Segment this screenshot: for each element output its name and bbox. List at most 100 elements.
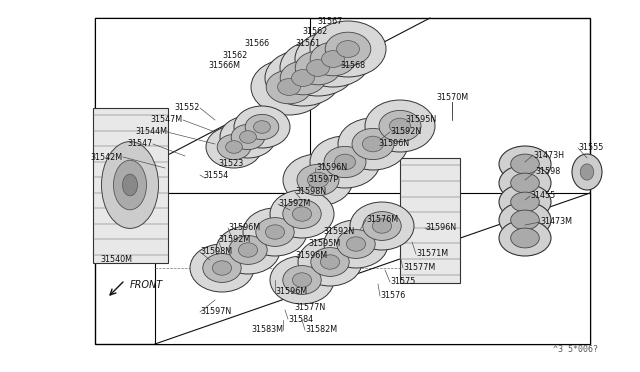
- Polygon shape: [155, 193, 590, 344]
- Ellipse shape: [216, 226, 280, 274]
- Ellipse shape: [307, 172, 328, 188]
- Ellipse shape: [322, 51, 344, 67]
- Ellipse shape: [325, 32, 371, 66]
- Ellipse shape: [511, 210, 540, 230]
- Text: 31576: 31576: [380, 292, 405, 301]
- Ellipse shape: [324, 220, 388, 268]
- Text: 31523: 31523: [218, 158, 243, 167]
- Ellipse shape: [239, 243, 258, 257]
- Text: 31473M: 31473M: [540, 218, 572, 227]
- Ellipse shape: [122, 174, 138, 196]
- Ellipse shape: [283, 266, 321, 294]
- Ellipse shape: [292, 273, 312, 287]
- Ellipse shape: [511, 228, 540, 248]
- Text: 31596M: 31596M: [228, 224, 260, 232]
- Polygon shape: [95, 18, 590, 344]
- Text: 31575: 31575: [390, 278, 415, 286]
- Ellipse shape: [307, 60, 330, 76]
- Text: 31562: 31562: [223, 51, 248, 60]
- Text: 31566: 31566: [245, 38, 270, 48]
- Ellipse shape: [295, 51, 341, 85]
- Text: 31583M: 31583M: [251, 326, 283, 334]
- Ellipse shape: [270, 256, 334, 304]
- Ellipse shape: [499, 165, 551, 201]
- Ellipse shape: [266, 225, 285, 239]
- Ellipse shape: [292, 207, 312, 221]
- Text: 31596M: 31596M: [275, 288, 307, 296]
- Text: 31584: 31584: [288, 314, 313, 324]
- Ellipse shape: [362, 136, 383, 152]
- Text: 31547: 31547: [128, 140, 153, 148]
- Text: 31596N: 31596N: [316, 164, 347, 173]
- Ellipse shape: [572, 154, 602, 190]
- Text: 31598N: 31598N: [295, 187, 326, 196]
- Ellipse shape: [295, 31, 371, 87]
- Text: 31566M: 31566M: [208, 61, 240, 70]
- Ellipse shape: [113, 160, 147, 210]
- Ellipse shape: [226, 141, 243, 153]
- Ellipse shape: [243, 208, 307, 256]
- Text: 31562: 31562: [302, 28, 328, 36]
- Text: 31555: 31555: [578, 144, 604, 153]
- Text: 31576M: 31576M: [366, 215, 398, 224]
- Ellipse shape: [212, 261, 232, 275]
- Text: 31544M: 31544M: [135, 128, 167, 137]
- Ellipse shape: [511, 154, 540, 174]
- Ellipse shape: [270, 190, 334, 238]
- Text: ^3 5*006?: ^3 5*006?: [553, 345, 598, 354]
- Ellipse shape: [580, 164, 594, 180]
- Ellipse shape: [245, 115, 279, 140]
- Ellipse shape: [251, 59, 327, 115]
- Text: 31598M: 31598M: [200, 247, 232, 257]
- Polygon shape: [93, 108, 168, 263]
- Ellipse shape: [283, 154, 353, 206]
- Ellipse shape: [372, 219, 392, 233]
- Text: 31568: 31568: [340, 61, 365, 70]
- Ellipse shape: [220, 116, 276, 158]
- Ellipse shape: [310, 42, 356, 76]
- Ellipse shape: [280, 61, 326, 95]
- Ellipse shape: [346, 237, 365, 251]
- Ellipse shape: [203, 254, 241, 282]
- Text: FRONT: FRONT: [130, 280, 163, 290]
- Text: 31577M: 31577M: [403, 263, 435, 273]
- Text: 31595N: 31595N: [405, 115, 436, 125]
- Text: 31567: 31567: [317, 17, 342, 26]
- Ellipse shape: [310, 136, 380, 188]
- Ellipse shape: [499, 146, 551, 182]
- Text: 31592M: 31592M: [218, 235, 250, 244]
- Text: 31592N: 31592N: [390, 128, 421, 137]
- Polygon shape: [95, 18, 310, 193]
- Ellipse shape: [321, 255, 340, 269]
- Text: 31596M: 31596M: [295, 251, 327, 260]
- Text: 31561: 31561: [295, 38, 320, 48]
- Text: 31570M: 31570M: [436, 93, 468, 103]
- Ellipse shape: [266, 70, 312, 104]
- Ellipse shape: [298, 238, 362, 286]
- Ellipse shape: [292, 70, 314, 86]
- Ellipse shape: [253, 121, 270, 133]
- Text: 31547M: 31547M: [151, 115, 183, 125]
- Ellipse shape: [283, 200, 321, 228]
- Text: 31596N: 31596N: [378, 138, 409, 148]
- Ellipse shape: [499, 184, 551, 220]
- Ellipse shape: [311, 248, 349, 276]
- Ellipse shape: [217, 134, 251, 160]
- Ellipse shape: [352, 128, 394, 160]
- Ellipse shape: [297, 164, 339, 196]
- Text: 31597N: 31597N: [200, 308, 231, 317]
- Text: 31592M: 31592M: [278, 199, 310, 208]
- Text: 31473H: 31473H: [533, 151, 564, 160]
- Ellipse shape: [280, 40, 356, 96]
- Text: 31596N: 31596N: [425, 224, 456, 232]
- Ellipse shape: [499, 202, 551, 238]
- Ellipse shape: [234, 106, 290, 148]
- Text: 31455: 31455: [530, 192, 556, 201]
- Text: 31595M: 31595M: [308, 240, 340, 248]
- Ellipse shape: [229, 235, 268, 264]
- Text: 31577N: 31577N: [294, 304, 325, 312]
- Ellipse shape: [265, 50, 341, 106]
- Ellipse shape: [335, 154, 355, 170]
- Ellipse shape: [310, 21, 386, 77]
- Text: 31582M: 31582M: [305, 326, 337, 334]
